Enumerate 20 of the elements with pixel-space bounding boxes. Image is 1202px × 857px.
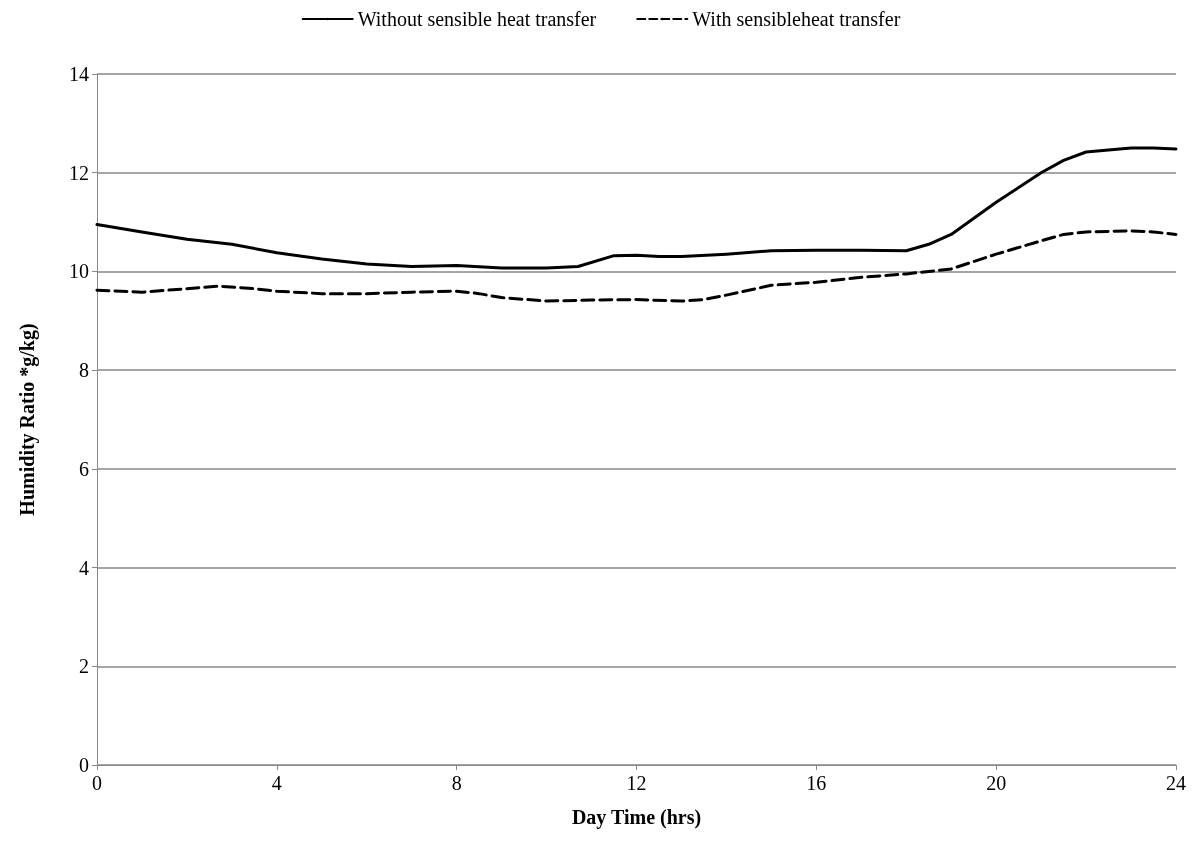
y-tick-label: 0 <box>79 754 89 776</box>
y-tick-label: 8 <box>79 359 89 382</box>
y-tick-label: 4 <box>79 556 89 579</box>
line-series <box>95 229 1178 303</box>
y-axis-title: Humidity Ratio *g/kg) <box>16 323 39 516</box>
legend-label: Without sensible heat transfer <box>357 8 597 30</box>
line-series <box>95 146 1178 270</box>
y-tick-label: 2 <box>79 655 89 678</box>
y-tick-label: 14 <box>69 63 89 85</box>
x-tick-label: 24 <box>1166 772 1186 794</box>
x-tick-label: 20 <box>986 772 1007 794</box>
y-tick-label: 12 <box>69 161 89 184</box>
x-tick-label: 8 <box>451 772 462 794</box>
y-tick-label: 10 <box>69 260 89 283</box>
x-tick-label: 12 <box>626 772 647 794</box>
x-tick-label: 16 <box>806 772 827 794</box>
y-tick-label: 6 <box>79 457 89 480</box>
legend-label: With sensibleheat transfer <box>692 8 901 30</box>
x-tick-label: 4 <box>271 772 282 794</box>
x-axis-title: Day Time (hrs) <box>571 806 702 829</box>
